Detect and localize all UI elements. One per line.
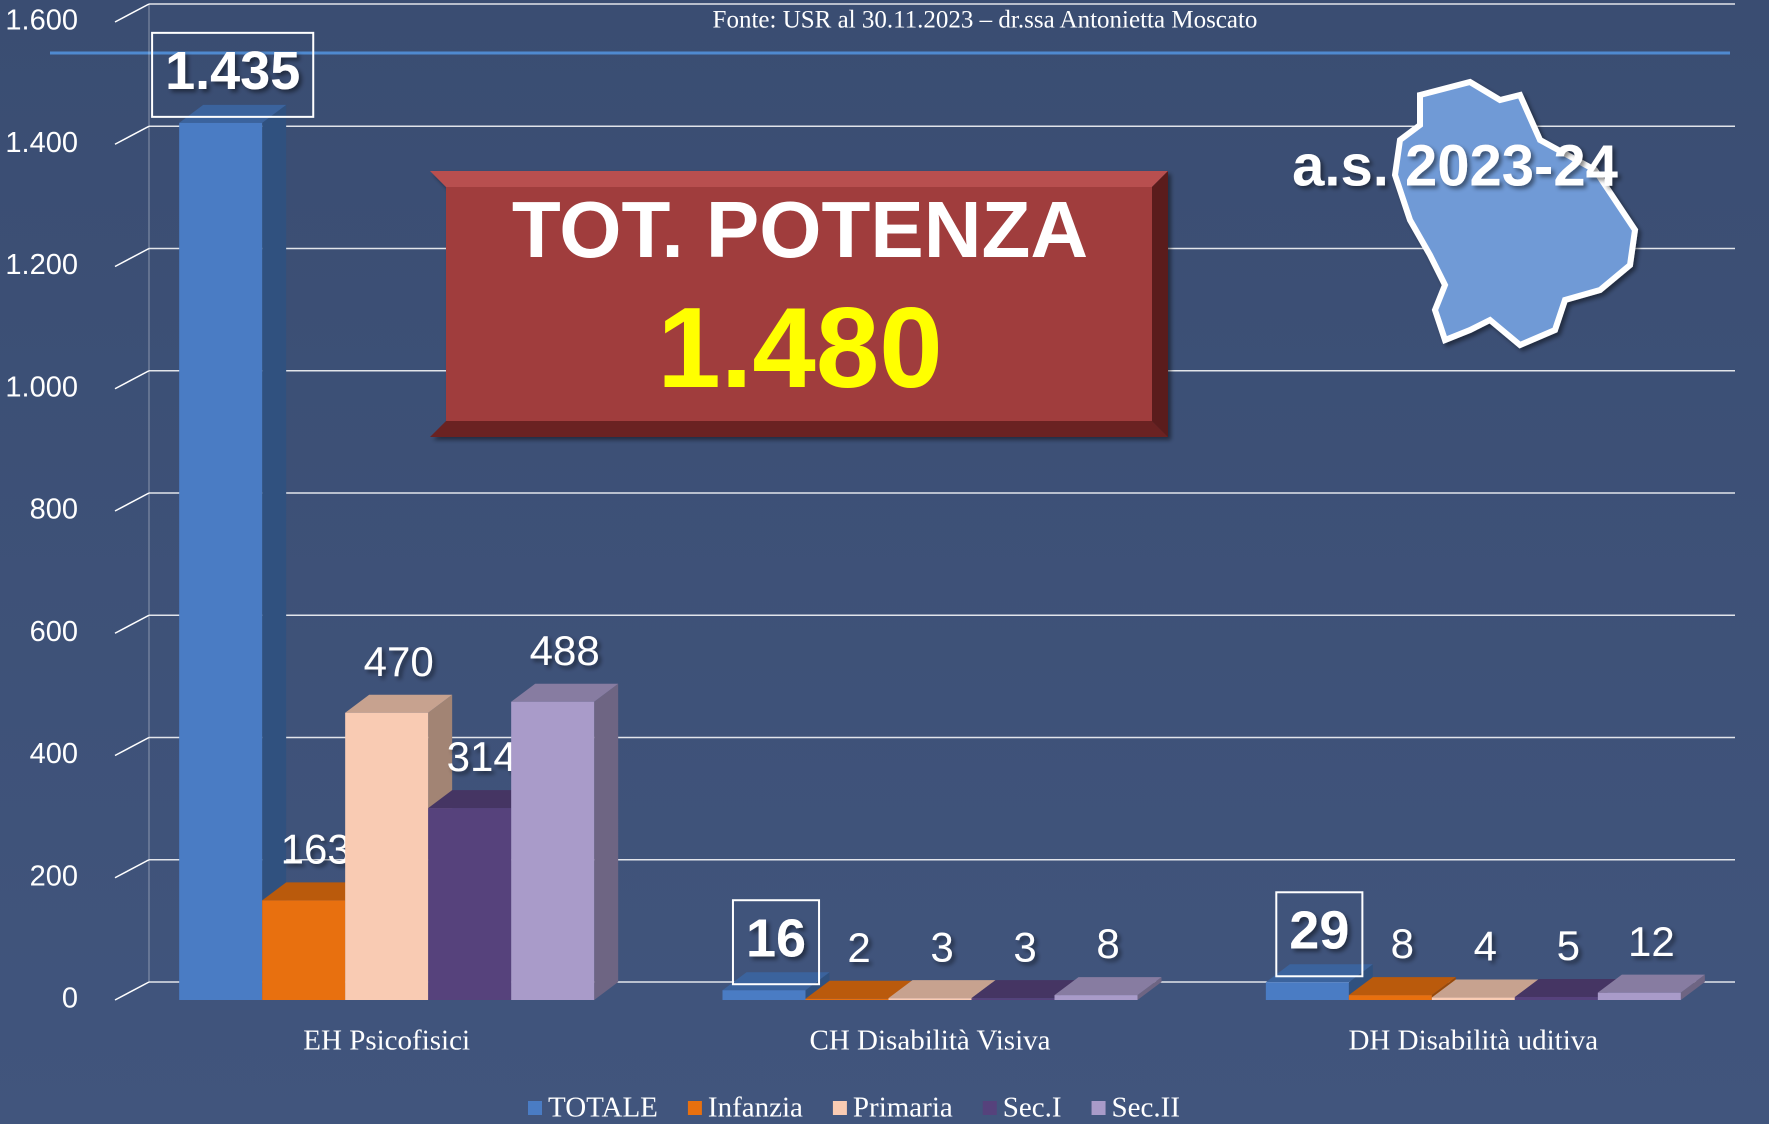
- bar: [1054, 995, 1138, 1000]
- bar: [1514, 996, 1598, 1000]
- legend-swatch: [982, 1101, 997, 1115]
- data-label: 29: [1289, 901, 1349, 961]
- data-label: 8: [1096, 920, 1119, 967]
- legend-swatch: [687, 1101, 702, 1115]
- tick-mark: [114, 859, 150, 879]
- y-tick-label: 1.400: [5, 127, 78, 159]
- bar: [428, 808, 512, 1000]
- y-tick-label: 1.600: [5, 5, 78, 37]
- data-label: 470: [364, 638, 434, 685]
- data-label: 1.435: [165, 41, 300, 101]
- bar-top: [971, 980, 1079, 999]
- legend-label: Infanzia: [708, 1092, 803, 1124]
- box-face: [446, 187, 1152, 421]
- data-label: 163: [281, 825, 351, 872]
- bar-side: [1680, 974, 1705, 1000]
- tick-mark: [114, 125, 150, 145]
- bar-side: [594, 683, 619, 1000]
- data-label-box: [1275, 891, 1364, 978]
- y-tick-label: 400: [30, 738, 78, 770]
- bar: [1265, 982, 1349, 1000]
- legend-swatch: [528, 1101, 542, 1115]
- bar-top: [345, 694, 453, 713]
- data-label: 5: [1557, 922, 1580, 969]
- data-label: 488: [530, 627, 600, 674]
- data-label: 2: [847, 924, 870, 971]
- bar: [262, 900, 346, 1000]
- bar-top: [1514, 978, 1622, 997]
- y-tick-label: 800: [30, 494, 78, 526]
- x-tick-label: CH Disabilità Visiva: [810, 1025, 1051, 1057]
- bar-top: [888, 980, 996, 999]
- legend-label: Sec.I: [1003, 1092, 1062, 1124]
- year-label: a.s. 2023-24: [1292, 133, 1618, 198]
- bar-top: [1431, 979, 1539, 998]
- bar: [1348, 995, 1432, 1000]
- bar: [1431, 997, 1515, 1000]
- tick-mark: [114, 370, 150, 390]
- bar-top: [179, 104, 287, 123]
- bar: [971, 998, 1055, 1000]
- legend-label: TOTALE: [548, 1092, 658, 1124]
- source-note: Fonte: USR al 30.11.2023 – dr.ssa Antoni…: [713, 7, 1258, 34]
- box-bevel: [1152, 171, 1168, 437]
- bar-top: [262, 882, 370, 901]
- tick-mark: [114, 614, 150, 634]
- bar-top: [805, 980, 913, 999]
- x-tick-label: DH Disabilità uditiva: [1348, 1025, 1598, 1057]
- data-label: 8: [1391, 920, 1414, 967]
- bar-side: [1137, 977, 1162, 1000]
- bar: [511, 701, 595, 1000]
- legend-label: Sec.II: [1112, 1092, 1180, 1124]
- data-label: 314: [447, 733, 517, 780]
- y-tick-label: 0: [62, 983, 78, 1015]
- box-bevel: [430, 421, 1168, 437]
- data-label: 4: [1474, 923, 1497, 970]
- bar-top: [722, 972, 830, 991]
- tick-mark: [114, 3, 150, 23]
- y-tick-label: 1.200: [5, 249, 78, 281]
- region-map: [1391, 78, 1639, 349]
- data-label-box: [731, 899, 821, 986]
- box-title: TOT. POTENZA: [512, 185, 1088, 274]
- bar-top: [1054, 977, 1162, 996]
- bar-top: [511, 683, 619, 702]
- data-label-box: [151, 31, 315, 118]
- data-label: 3: [1013, 923, 1036, 970]
- data-label: 16: [746, 908, 806, 968]
- bar: [179, 122, 263, 1000]
- legend-swatch: [832, 1101, 847, 1115]
- bar: [1597, 992, 1681, 1000]
- data-label: 12: [1628, 918, 1675, 965]
- legend: TOTALE Infanzia Primaria Sec.I Sec.II: [528, 1092, 1180, 1124]
- bar: [805, 998, 889, 1000]
- box-value: 1.480: [657, 285, 942, 412]
- annotation-box: TOT. POTENZA 1.480: [430, 171, 1168, 437]
- bar-top: [1348, 977, 1456, 996]
- tick-mark: [114, 981, 150, 1001]
- legend-label: Primaria: [853, 1092, 953, 1124]
- y-tick-label: 1.000: [5, 371, 78, 403]
- legend-swatch: [1091, 1101, 1106, 1115]
- x-tick-label: EH Psicofisici: [303, 1025, 470, 1057]
- bar: [722, 990, 806, 1000]
- bar-side: [262, 104, 287, 1000]
- box-bevel: [430, 171, 1168, 187]
- bar-top: [1597, 974, 1705, 993]
- bar-top: [1265, 964, 1373, 983]
- y-tick-label: 200: [30, 860, 78, 892]
- tick-mark: [114, 247, 150, 268]
- data-label: 3: [930, 923, 953, 970]
- bar: [888, 998, 972, 1000]
- bar: [345, 712, 429, 1000]
- bar-top: [428, 790, 536, 809]
- tick-mark: [114, 736, 150, 757]
- tick-mark: [114, 492, 150, 512]
- plot-area: 0 200 400 600 800 1.000 1.200 1.400 1.600 EH Psic…: [5, 3, 1735, 1057]
- bar-side: [805, 972, 830, 1000]
- y-tick-label: 600: [30, 616, 78, 648]
